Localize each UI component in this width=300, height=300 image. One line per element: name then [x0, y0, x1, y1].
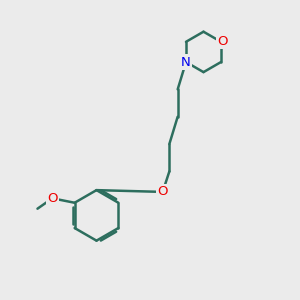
Text: O: O	[217, 35, 228, 48]
Text: O: O	[47, 192, 58, 205]
Text: N: N	[181, 56, 191, 68]
Text: O: O	[158, 185, 168, 198]
